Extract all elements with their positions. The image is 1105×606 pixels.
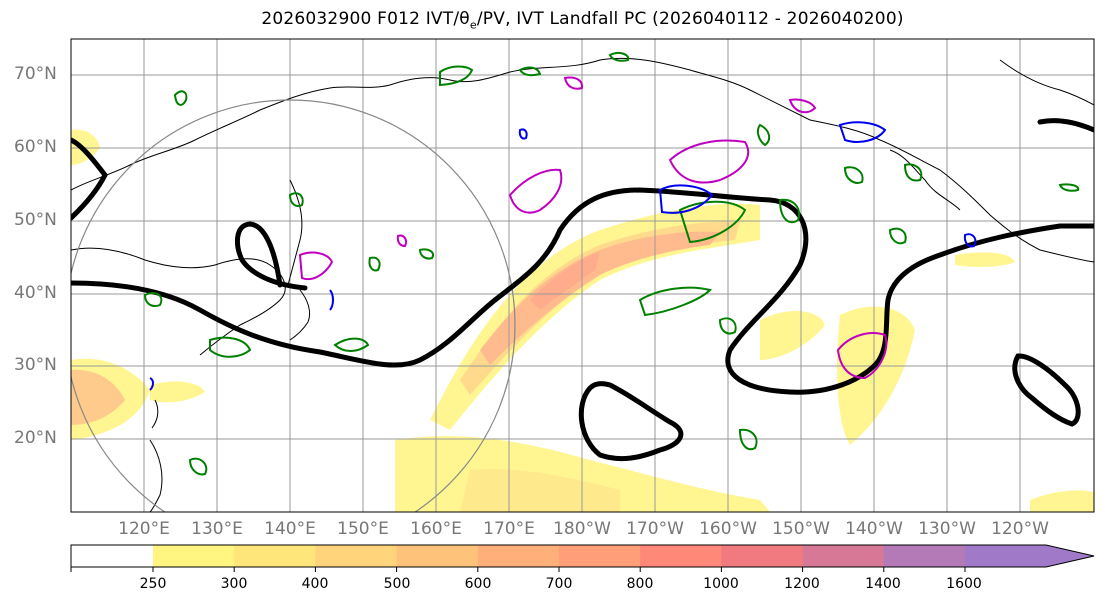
lon-label-150w: 150°W [772, 519, 830, 539]
gridlines [71, 39, 1094, 512]
lon-label-130w: 130°W [918, 519, 976, 539]
colorbar-tick-label: 1400 [865, 576, 901, 592]
lon-label-170e: 170°E [483, 519, 535, 539]
lon-label-160w: 160°W [699, 519, 757, 539]
colorbar-segment [477, 545, 560, 567]
colorbar-tick-label: 700 [545, 576, 573, 592]
colorbar-tick-label: 1000 [703, 576, 739, 592]
colorbar-segment [559, 545, 641, 567]
pv-magenta-contours [298, 76, 888, 380]
colorbar-segment [883, 545, 966, 567]
lon-label-140w: 140°W [845, 519, 903, 539]
colorbar-segment [396, 545, 479, 567]
colorbar-segment [640, 545, 722, 567]
map-title: 2026032900 F012 IVT/θe/PV, IVT Landfall … [261, 9, 904, 32]
lon-label-120e: 120°E [118, 519, 170, 539]
theta-e-contours [71, 118, 1094, 462]
lat-label-30n: 30°N [14, 355, 57, 375]
lat-label-50n: 50°N [14, 210, 57, 230]
colorbar-segment [234, 545, 316, 567]
lon-label-150e: 150°E [337, 519, 389, 539]
colorbar-frame [70, 544, 1095, 568]
lon-label-140e: 140°E [264, 519, 316, 539]
pv-blue-contours [149, 121, 977, 391]
colorbar-tick-label: 400 [301, 576, 329, 592]
colorbar-segment [721, 545, 804, 567]
coastlines [71, 57, 1094, 512]
pv-green-contours [143, 51, 1080, 476]
lon-label-130e: 130°E [191, 519, 243, 539]
colorbar [70, 544, 1095, 572]
range-circle [71, 99, 516, 512]
colorbar-segment [315, 545, 398, 567]
lon-label-170w: 170°W [626, 519, 684, 539]
lon-label-120w: 120°W [991, 519, 1049, 539]
map-frame [70, 38, 1095, 513]
colorbar-tick-label: 600 [464, 576, 492, 592]
colorbar-extend-arrow [1046, 545, 1094, 567]
colorbar-tick-label: 800 [626, 576, 654, 592]
colorbar-tick-label: 250 [139, 576, 167, 592]
colorbar-tick-label: 1200 [784, 576, 820, 592]
colorbar-tick-label: 1600 [946, 576, 982, 592]
lat-label-20n: 20°N [14, 428, 57, 448]
colorbar-segment [802, 545, 885, 567]
colorbar-segment [153, 545, 235, 567]
lat-label-40n: 40°N [14, 283, 57, 303]
lon-label-180w: 180°W [553, 519, 611, 539]
lat-label-70n: 70°N [14, 64, 57, 84]
colorbar-tick-label: 500 [383, 576, 411, 592]
lon-label-160e: 160°E [410, 519, 462, 539]
lat-label-60n: 60°N [14, 137, 57, 157]
colorbar-segment [965, 545, 1046, 567]
colorbar-tick-label: 300 [220, 576, 248, 592]
